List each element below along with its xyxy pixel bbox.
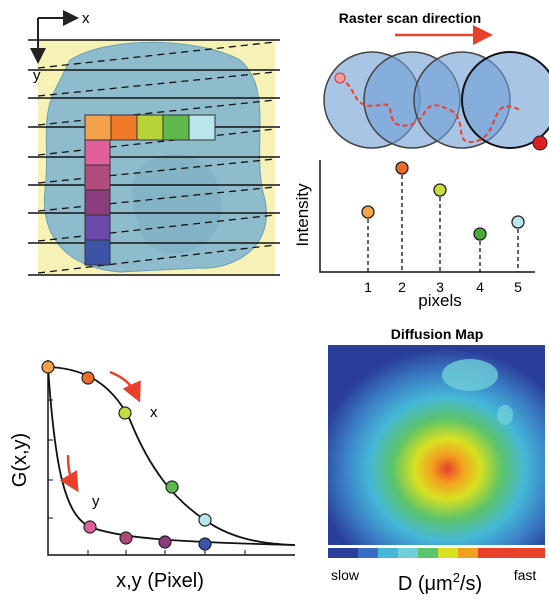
map-feature (497, 405, 513, 425)
low-label: slow (331, 567, 360, 583)
particle-start (335, 73, 345, 83)
x-tick-label: 5 (514, 279, 522, 295)
unit-label: D (μm2/s) (398, 570, 482, 595)
high-label: fast (514, 567, 537, 583)
map-panel: Diffusion Map slow fast D (μm2/s) (328, 326, 545, 595)
particle (533, 136, 547, 150)
arrow-x (110, 372, 138, 398)
unit-tail: /s) (460, 573, 482, 595)
color-bar (328, 548, 545, 558)
y-axis-label: Intensity (293, 183, 312, 247)
y-axis-label: G(x,y) (9, 433, 31, 487)
curve-x (48, 367, 295, 545)
curve-x-label: x (150, 404, 158, 421)
scan-panel: Raster scan direction Intensity 1 2 3 4 … (293, 10, 549, 310)
figure: x y Raster scan direction Intensity 1 2 … (0, 0, 549, 602)
x-label: x (82, 10, 90, 27)
diffusion-map (328, 345, 545, 545)
x-tick-label: 4 (476, 279, 484, 295)
map-feature (442, 359, 498, 391)
x-axis-label: x,y (Pixel) (116, 570, 204, 592)
x-tick-label: 2 (398, 279, 406, 295)
stem-points (362, 162, 524, 240)
x-tick-label: 1 (364, 279, 372, 295)
x-axis-label: pixels (418, 291, 461, 310)
unit-main: D (μm (398, 573, 453, 595)
nucleus (132, 154, 222, 254)
scan-title: Raster scan direction (339, 10, 481, 26)
map-title: Diffusion Map (391, 326, 484, 342)
correlation-panel: x y G(x,y) x,y (Pixel) (9, 360, 295, 592)
ticks (48, 400, 245, 555)
stem-axes (320, 160, 535, 272)
unit-sup: 2 (453, 570, 460, 585)
curve-y (48, 367, 295, 545)
curve-y-label: y (92, 493, 100, 510)
y-label: y (33, 67, 41, 84)
arrow-y (68, 455, 76, 488)
stems (368, 168, 518, 272)
raster-panel: x y (28, 10, 280, 275)
